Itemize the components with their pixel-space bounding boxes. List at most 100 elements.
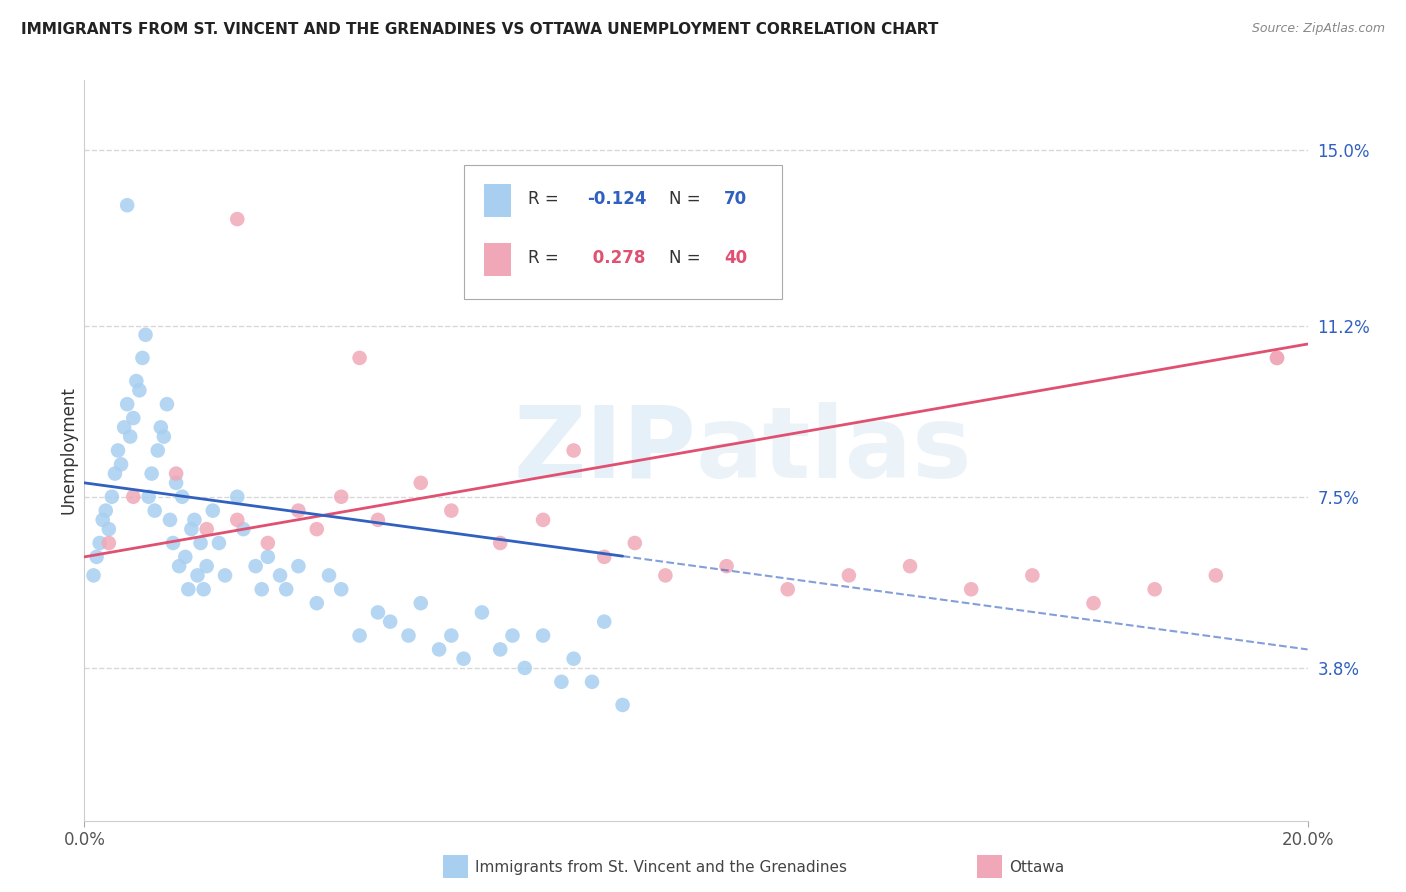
Point [427, 642, 450, 657]
Point [257, 536, 280, 550]
Point [502, 629, 524, 643]
Text: ZIP: ZIP [513, 402, 696, 499]
Point [269, 568, 291, 582]
FancyBboxPatch shape [464, 165, 782, 299]
Point [153, 429, 176, 443]
Point [960, 582, 983, 597]
Point [409, 475, 432, 490]
Point [146, 443, 169, 458]
Text: -0.124: -0.124 [588, 190, 647, 208]
Point [122, 490, 145, 504]
Point [89, 536, 111, 550]
Point [330, 582, 353, 597]
Point [115, 198, 138, 212]
Text: 70: 70 [724, 190, 747, 208]
Point [612, 698, 634, 712]
Point [101, 490, 124, 504]
Point [367, 606, 389, 620]
Point [276, 582, 298, 597]
Point [349, 629, 371, 643]
Point [128, 384, 150, 398]
Point [257, 549, 280, 564]
Point [174, 549, 197, 564]
Point [131, 351, 153, 365]
Point [91, 513, 114, 527]
Point [180, 522, 202, 536]
Point [409, 596, 432, 610]
Point [112, 420, 135, 434]
Point [380, 615, 402, 629]
Text: 0.278: 0.278 [588, 249, 645, 267]
Point [593, 615, 616, 629]
Point [141, 467, 163, 481]
Point [562, 651, 585, 665]
Point [201, 503, 224, 517]
Point [305, 522, 328, 536]
Point [159, 513, 181, 527]
Point [318, 568, 340, 582]
Point [186, 568, 208, 582]
Point [86, 549, 108, 564]
FancyBboxPatch shape [484, 184, 512, 218]
Point [624, 536, 647, 550]
Point [165, 475, 187, 490]
Point [226, 513, 249, 527]
Point [349, 351, 371, 365]
Point [135, 327, 157, 342]
Point [838, 568, 860, 582]
Text: R =: R = [529, 249, 560, 267]
Text: 40: 40 [724, 249, 747, 267]
Point [172, 490, 194, 504]
Point [250, 582, 273, 597]
Point [654, 568, 676, 582]
Point [195, 559, 218, 574]
Point [776, 582, 799, 597]
Text: N =: N = [669, 190, 700, 208]
Point [110, 458, 132, 472]
Point [1143, 582, 1166, 597]
Point [162, 536, 184, 550]
Point [489, 536, 512, 550]
Text: Source: ZipAtlas.com: Source: ZipAtlas.com [1251, 22, 1385, 36]
Text: R =: R = [529, 190, 560, 208]
Point [287, 559, 309, 574]
Point [193, 582, 215, 597]
Point [226, 212, 249, 227]
Point [183, 513, 205, 527]
Y-axis label: Unemployment: Unemployment [59, 386, 77, 515]
Point [440, 503, 463, 517]
Point [453, 651, 475, 665]
Point [305, 596, 328, 610]
Point [104, 467, 127, 481]
Point [1265, 351, 1288, 365]
Point [177, 582, 200, 597]
Point [195, 522, 218, 536]
Point [149, 420, 172, 434]
Point [1083, 596, 1105, 610]
Point [513, 661, 536, 675]
Text: Immigrants from St. Vincent and the Grenadines: Immigrants from St. Vincent and the Gren… [475, 860, 848, 874]
Point [550, 674, 572, 689]
Point [287, 503, 309, 517]
Point [143, 503, 166, 517]
Point [398, 629, 420, 643]
Point [115, 397, 138, 411]
Point [716, 559, 738, 574]
Point [489, 642, 512, 657]
Point [232, 522, 254, 536]
Point [125, 374, 148, 388]
Point [122, 411, 145, 425]
FancyBboxPatch shape [484, 244, 512, 277]
Point [83, 568, 105, 582]
Point [156, 397, 179, 411]
Point [440, 629, 463, 643]
Point [1021, 568, 1043, 582]
Text: atlas: atlas [696, 402, 973, 499]
Point [531, 513, 554, 527]
Point [167, 559, 190, 574]
Point [367, 513, 389, 527]
Point [471, 606, 494, 620]
Point [97, 536, 120, 550]
Point [214, 568, 236, 582]
Point [245, 559, 267, 574]
